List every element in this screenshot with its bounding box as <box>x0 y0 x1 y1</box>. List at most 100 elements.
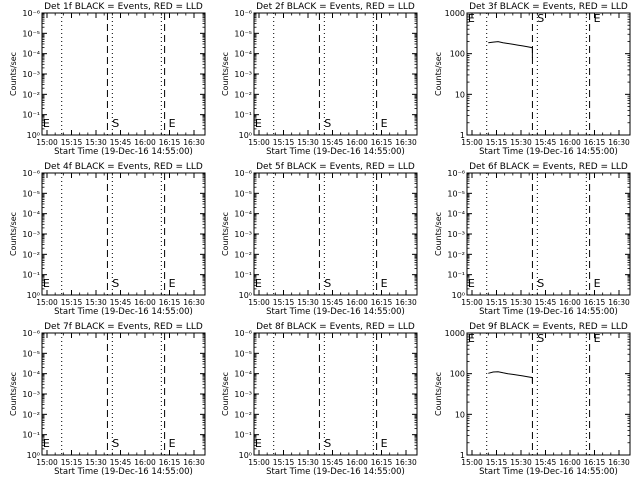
y-axis-label: Counts/sec <box>434 52 443 96</box>
plot-frame <box>466 172 631 296</box>
panel-title: Det 6f BLACK = Events, RED = LLD <box>469 162 628 172</box>
plot-frame <box>466 12 631 136</box>
x-tick-label: 15:45 <box>322 298 344 307</box>
plot-area <box>61 13 166 135</box>
y-tick-label: 10⁻⁴ <box>234 370 252 379</box>
y-tick-label: 10⁰ <box>239 291 252 300</box>
y-tick-label: 10⁻⁵ <box>22 349 40 358</box>
y-tick-label: 10⁻² <box>234 90 252 99</box>
x-tick-label: 15:45 <box>535 138 557 147</box>
x-tick-label: 15:45 <box>110 458 132 467</box>
y-tick-label: 10⁻⁵ <box>447 189 465 198</box>
x-tick-label: 16:00 <box>559 458 581 467</box>
y-tick-label: 10⁻¹ <box>22 271 40 280</box>
y-tick-label: 10⁻⁴ <box>234 50 252 59</box>
plot-area <box>273 173 378 295</box>
x-axis-label: Start Time (19-Dec-16 14:55:00) <box>266 307 405 317</box>
y-axis-label: Counts/sec <box>9 52 18 96</box>
flag-marker-s: S <box>324 117 331 130</box>
flag-marker-e: E <box>381 277 388 290</box>
x-tick-label: 15:15 <box>273 298 295 307</box>
x-tick-label: 16:30 <box>183 458 205 467</box>
y-tick-label: 10⁻⁵ <box>22 189 40 198</box>
flag-marker-s: S <box>537 277 544 290</box>
x-tick-label: 16:30 <box>608 138 630 147</box>
x-tick-label: 16:15 <box>371 298 393 307</box>
x-axis-label: Start Time (19-Dec-16 14:55:00) <box>54 147 193 157</box>
plot-area <box>273 333 378 455</box>
panel-title: Det 7f BLACK = Events, RED = LLD <box>44 322 203 332</box>
x-tick-label: 16:15 <box>371 138 393 147</box>
y-axis-label: Counts/sec <box>434 372 443 416</box>
detector-panel-5: Det 5f BLACK = Events, RED = LLD 10⁰ 10⁻¹ 1… <box>221 162 418 317</box>
x-tick-label: 15:00 <box>461 298 483 307</box>
y-tick-label: 10⁻⁶ <box>22 329 40 338</box>
y-tick-label: 10⁰ <box>239 131 252 140</box>
panel-title: Det 8f BLACK = Events, RED = LLD <box>256 322 415 332</box>
events-series-line <box>488 41 533 58</box>
x-axis-label: Start Time (19-Dec-16 14:55:00) <box>54 307 193 317</box>
x-tick-label: 15:15 <box>486 298 508 307</box>
x-tick-label: 15:00 <box>248 298 270 307</box>
flag-marker-e: E <box>381 437 388 450</box>
panel-title: Det 2f BLACK = Events, RED = LLD <box>256 2 415 12</box>
x-tick-label: 15:00 <box>36 458 58 467</box>
x-tick-label: 16:30 <box>395 138 417 147</box>
plot-frame <box>41 172 206 296</box>
flag-marker-e: E <box>468 12 475 25</box>
y-tick-label: 10⁻³ <box>22 390 40 399</box>
x-tick-label: 16:15 <box>159 458 181 467</box>
x-tick-label: 15:30 <box>297 298 319 307</box>
x-tick-label: 16:30 <box>395 458 417 467</box>
y-tick-label: 10 <box>455 90 465 99</box>
x-tick-label: 15:15 <box>61 298 83 307</box>
x-tick-label: 16:30 <box>183 138 205 147</box>
x-tick-label: 15:30 <box>85 458 107 467</box>
x-tick-label: 15:45 <box>322 138 344 147</box>
flag-marker-e: E <box>43 117 50 130</box>
y-tick-label: 1 <box>460 451 465 460</box>
x-tick-label: 16:00 <box>346 138 368 147</box>
x-axis-label: Start Time (19-Dec-16 14:55:00) <box>479 307 618 317</box>
y-tick-label: 10 <box>455 410 465 419</box>
x-tick-label: 15:45 <box>322 458 344 467</box>
x-tick-label: 15:30 <box>297 138 319 147</box>
plot-area <box>486 333 591 455</box>
x-tick-label: 15:45 <box>535 298 557 307</box>
x-tick-label: 15:00 <box>36 138 58 147</box>
detector-panel-7: Det 7f BLACK = Events, RED = LLD 10⁰ 10⁻¹ 1… <box>9 322 206 477</box>
y-axis-label: Counts/sec <box>9 372 18 416</box>
x-axis-label: Start Time (19-Dec-16 14:55:00) <box>479 467 618 477</box>
y-tick-label: 10⁻³ <box>447 230 465 239</box>
x-axis-label: Start Time (19-Dec-16 14:55:00) <box>479 147 618 157</box>
x-tick-label: 16:30 <box>395 298 417 307</box>
flag-marker-s: S <box>537 332 544 345</box>
y-tick-label: 10⁰ <box>239 451 252 460</box>
detector-panel-8: Det 8f BLACK = Events, RED = LLD 10⁰ 10⁻¹ 1… <box>221 322 418 477</box>
x-tick-label: 15:00 <box>248 458 270 467</box>
plot-area <box>486 173 591 295</box>
panel-title: Det 4f BLACK = Events, RED = LLD <box>44 162 203 172</box>
x-tick-label: 16:15 <box>584 298 606 307</box>
y-tick-label: 10⁻² <box>22 250 40 259</box>
flag-marker-s: S <box>112 437 119 450</box>
y-tick-label: 10⁻³ <box>234 230 252 239</box>
flag-marker-s: S <box>112 117 119 130</box>
panel-title: Det 3f BLACK = Events, RED = LLD <box>469 2 628 12</box>
detector-panel-1: Det 1f BLACK = Events, RED = LLD 10⁰ 10⁻¹ 1… <box>9 2 206 157</box>
x-tick-label: 15:15 <box>273 138 295 147</box>
y-tick-label: 10⁻⁶ <box>22 9 40 18</box>
flag-marker-e: E <box>381 117 388 130</box>
y-tick-label: 10⁻¹ <box>234 271 252 280</box>
y-tick-label: 10⁰ <box>27 291 40 300</box>
detector-panel-4: Det 4f BLACK = Events, RED = LLD 10⁰ 10⁻¹ 1… <box>9 162 206 317</box>
plot-area <box>61 333 166 455</box>
y-axis-label: Counts/sec <box>221 372 230 416</box>
x-tick-label: 16:30 <box>183 298 205 307</box>
x-tick-label: 15:30 <box>85 138 107 147</box>
flag-marker-e: E <box>594 332 601 345</box>
x-tick-label: 15:00 <box>461 138 483 147</box>
y-tick-label: 10⁻³ <box>22 230 40 239</box>
x-tick-label: 15:15 <box>273 458 295 467</box>
detector-panel-9: Det 9f BLACK = Events, RED = LLD 1 10 100 10… <box>434 322 631 477</box>
